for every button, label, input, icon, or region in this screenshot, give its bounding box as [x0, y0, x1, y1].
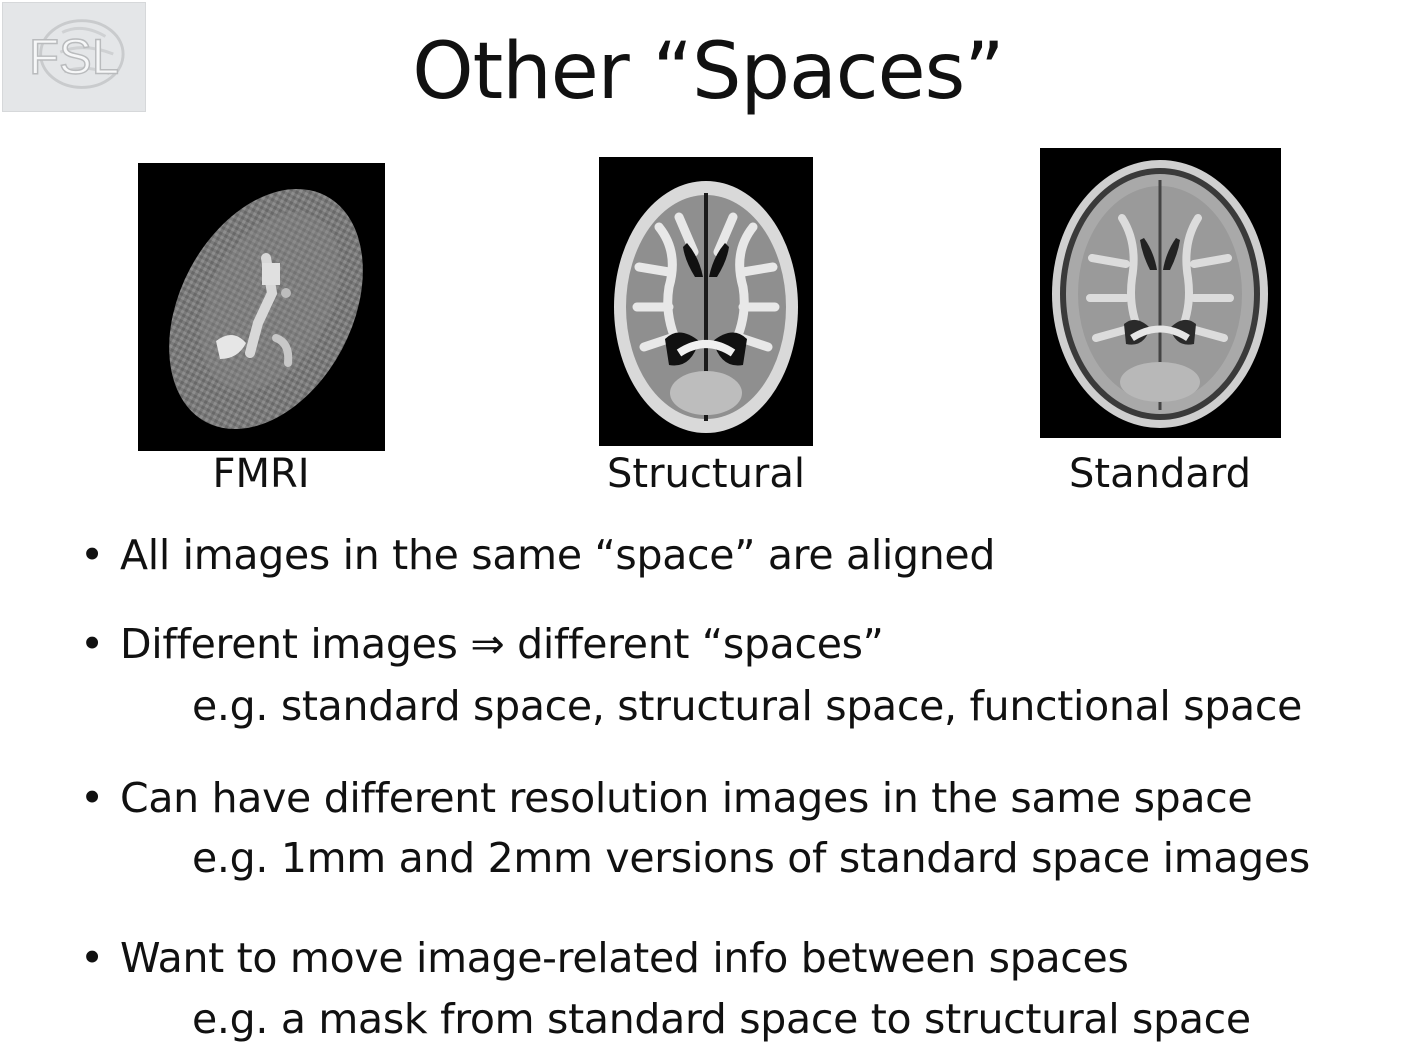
bullet-item: • Can have different resolution images in… [80, 769, 1253, 827]
bullet-text: Can have different resolution images in … [120, 774, 1253, 822]
bullet-marker: • [80, 531, 104, 579]
bullet-subtext: e.g. standard space, structural space, f… [192, 682, 1303, 730]
bullet-marker: • [80, 620, 104, 668]
bullet-subtext: e.g. a mask from standard space to struc… [192, 995, 1251, 1043]
bullet-item: • Want to move image-related info between… [80, 929, 1129, 987]
bullet-marker: • [80, 774, 104, 822]
bullet-subtext: e.g. 1mm and 2mm versions of standard sp… [192, 834, 1310, 882]
caption-structural: Structural [607, 451, 805, 497]
bullet-text: Want to move image-related info between … [120, 934, 1129, 982]
bullet-marker: • [80, 934, 104, 982]
fsl-logo-icon: FSL [2, 2, 146, 112]
logo-text: FSL [29, 31, 119, 85]
bullet-item: • All images in the same “space” are alig… [80, 526, 995, 584]
caption-fmri: FMRI [212, 451, 310, 497]
standard-brain-slice-icon [1040, 148, 1281, 438]
structural-brain-slice-icon [599, 157, 813, 446]
bullet-text: Different images ⇒ different “spaces” [120, 620, 884, 668]
caption-standard: Standard [1069, 451, 1251, 497]
bullet-item: • Different images ⇒ different “spaces” [80, 615, 884, 673]
fmri-brain-slice-icon [138, 163, 385, 451]
bullet-text: All images in the same “space” are align… [120, 531, 996, 579]
slide-title: Other “Spaces” [412, 27, 1004, 117]
